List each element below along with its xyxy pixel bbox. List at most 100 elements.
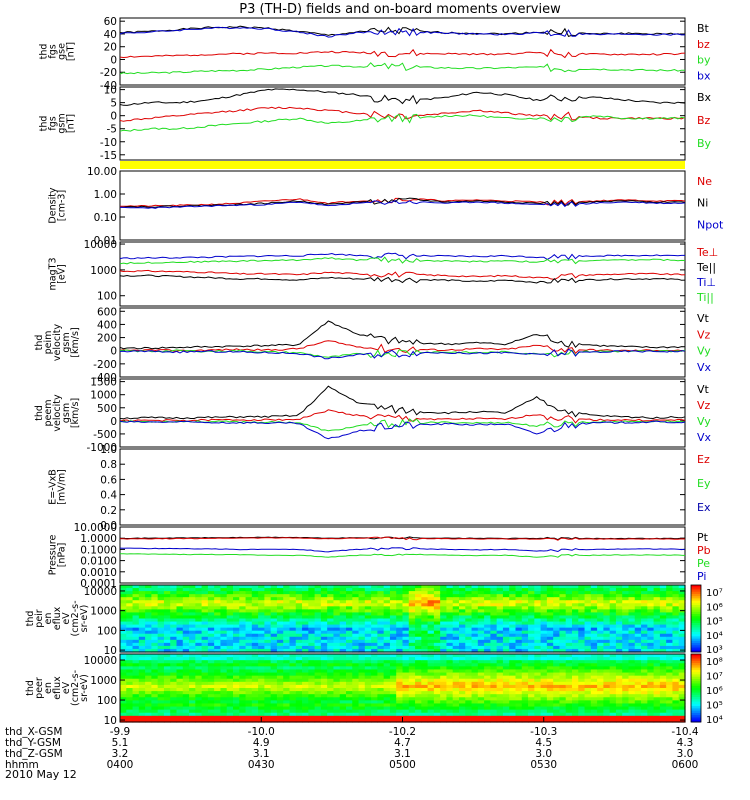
spectrogram-cell	[251, 612, 259, 617]
spectrogram-cell	[283, 718, 291, 723]
spectrogram-cell	[371, 585, 378, 589]
spectrogram-cell	[502, 691, 510, 695]
spectrogram-cell	[659, 715, 667, 720]
spectrogram-cell	[132, 666, 140, 671]
spectrogram-cell	[647, 594, 655, 598]
y-axis-label-line: gsm	[61, 332, 72, 352]
spectrogram-cell	[239, 588, 247, 592]
y-axis-label-line: eflux	[52, 606, 63, 630]
spectrogram-cell	[446, 618, 454, 623]
spectrogram-cell	[151, 633, 159, 638]
spectrogram-cell	[163, 585, 171, 589]
spectrogram-cell	[534, 657, 542, 661]
spectrogram-cell	[565, 645, 573, 650]
spectrogram-cell	[145, 666, 152, 671]
spectrogram-cell	[415, 639, 422, 644]
spectrogram-cell	[339, 706, 347, 711]
spectrogram-cell	[389, 663, 397, 667]
spectrogram-cell	[459, 691, 466, 695]
spectrogram-cell	[195, 681, 203, 686]
spectrogram-cell	[484, 703, 491, 708]
spectrogram-cell	[565, 603, 573, 607]
y-axis-label-line: Pressure	[48, 535, 59, 576]
spectrogram-cell	[195, 718, 203, 723]
spectrogram-cell	[339, 645, 347, 650]
spectrogram-cell	[258, 639, 265, 644]
spectrogram-cell	[540, 684, 548, 689]
spectrogram-cell	[609, 636, 617, 641]
spectrogram-cell	[628, 597, 636, 601]
spectrogram-cell	[502, 615, 510, 620]
spectrogram-cell	[333, 618, 341, 623]
spectrogram-cell	[578, 697, 586, 701]
spectrogram-cell	[163, 712, 171, 717]
spectrogram-cell	[465, 648, 473, 653]
spectrogram-cell	[258, 697, 265, 701]
spectrogram-cell	[182, 703, 190, 708]
spectrogram-cell	[572, 672, 579, 677]
spectrogram-cell	[427, 709, 435, 714]
spectrogram-cell	[572, 603, 579, 607]
spectrogram-cell	[170, 675, 178, 680]
spectrogram-cell	[207, 645, 215, 650]
spectrogram-cell	[132, 669, 140, 674]
spectrogram-cell	[308, 666, 316, 671]
spectrogram-cell	[528, 678, 535, 683]
spectrogram-cell	[559, 697, 567, 701]
spectrogram-cell	[132, 612, 140, 617]
spectrogram-cell	[389, 718, 397, 723]
spectrogram-cell	[327, 600, 335, 604]
spectrogram-cell	[415, 630, 422, 635]
spectrogram-cell	[672, 697, 680, 701]
spectrogram-cell	[189, 688, 196, 692]
spectrogram-cell	[163, 697, 171, 701]
spectrogram-cell	[364, 709, 372, 714]
spectrogram-cell	[421, 633, 429, 638]
spectrogram-cell	[622, 621, 630, 626]
spectrogram-cell	[521, 606, 529, 610]
spectrogram-cell	[659, 660, 667, 664]
spectrogram-cell	[132, 694, 140, 698]
spectrogram-cell	[402, 612, 410, 617]
spectrogram-cell	[233, 712, 240, 717]
spectrogram-cell	[251, 648, 259, 653]
spectrogram-cell	[189, 621, 196, 626]
spectrogram-cell	[358, 597, 366, 601]
spectrogram-cell	[239, 691, 247, 695]
spectrogram-cell	[408, 648, 416, 653]
spectrogram-cell	[295, 642, 303, 647]
spectrogram-cell	[502, 663, 510, 667]
spectrogram-cell	[371, 694, 378, 698]
colorbar-swatch	[691, 614, 701, 617]
spectrogram-cell	[276, 675, 284, 680]
spectrogram-cell	[264, 597, 272, 601]
spectrogram-cell	[270, 612, 278, 617]
spectrogram-cell	[622, 588, 630, 592]
colorbar-swatch	[691, 654, 701, 657]
spectrogram-cell	[346, 697, 353, 701]
spectrogram-cell	[653, 703, 661, 708]
spectrogram-cell	[195, 663, 203, 667]
spectrogram-cell	[389, 615, 397, 620]
spectrogram-cell	[126, 703, 134, 708]
spectrogram-cell	[138, 591, 146, 595]
spectrogram-cell	[358, 684, 366, 689]
spectrogram-cell	[132, 697, 140, 701]
spectrogram-cell	[509, 669, 517, 674]
spectrogram-cell	[528, 672, 535, 677]
spectrogram-cell	[521, 694, 529, 698]
spectrogram-cell	[634, 585, 642, 589]
spectrogram-cell	[521, 697, 529, 701]
legend-entry: Vz	[697, 328, 711, 341]
spectrogram-cell	[546, 681, 554, 686]
spectrogram-cell	[452, 609, 460, 614]
spectrogram-cell	[396, 678, 404, 683]
spectrogram-cell	[170, 666, 178, 671]
spectrogram-cell	[678, 681, 686, 686]
spectrogram-cell	[653, 663, 661, 667]
spectrogram-cell	[584, 612, 592, 617]
spectrogram-cell	[120, 591, 127, 595]
spectrogram-cell	[245, 621, 253, 626]
spectrogram-cell	[540, 681, 548, 686]
spectrogram-cell	[578, 681, 586, 686]
